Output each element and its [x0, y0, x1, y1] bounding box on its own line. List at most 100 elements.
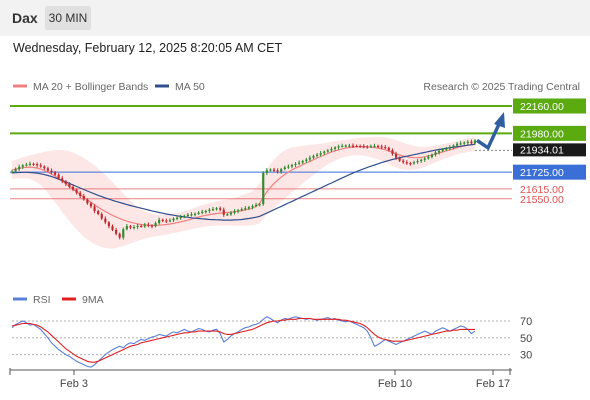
- candle-body: [398, 157, 401, 161]
- candle-body: [186, 214, 189, 216]
- candle-body: [445, 148, 448, 150]
- level-label-box: [513, 164, 586, 180]
- candle-body: [265, 170, 268, 173]
- candle-body: [104, 218, 107, 223]
- legend-rsi-ma-label: 9MA: [82, 294, 104, 306]
- candle-body: [316, 154, 319, 156]
- candle-body: [455, 143, 459, 146]
- candle-body: [183, 215, 186, 218]
- candle-body: [125, 226, 128, 230]
- candle-body: [473, 140, 477, 144]
- candle-body: [161, 219, 164, 221]
- level-label: 21725.00: [520, 167, 564, 179]
- candle-body: [46, 168, 49, 171]
- candle-body: [86, 199, 89, 204]
- candle-body: [258, 204, 261, 206]
- candle-body: [201, 211, 204, 214]
- candle-body: [272, 169, 276, 171]
- candle-body: [402, 160, 405, 163]
- forecast-arrow-line: [476, 121, 502, 151]
- candle-body: [394, 153, 398, 158]
- candle-body: [330, 148, 333, 151]
- candle-body: [32, 163, 35, 165]
- main-legend: MA 20 + Bollinger Bands MA 50 Research ©…: [13, 81, 580, 93]
- price-levels: [10, 105, 512, 200]
- candle-body: [21, 165, 24, 167]
- candle-body: [219, 208, 222, 210]
- interval-selector-button[interactable]: 30 MIN: [45, 6, 91, 30]
- candle-body: [384, 147, 387, 149]
- candle-body: [107, 222, 110, 227]
- candle-body: [64, 181, 67, 184]
- candle-body: [10, 171, 14, 173]
- rsi-tick-label: 70: [520, 316, 532, 328]
- candle-body: [348, 145, 351, 147]
- level-label: 21615.00: [520, 184, 564, 196]
- x-tick-label: Feb 3: [60, 378, 88, 390]
- candle-body: [441, 149, 444, 151]
- candle-body: [294, 163, 297, 166]
- candle-body: [369, 146, 372, 148]
- candle-body: [57, 174, 60, 179]
- rsi-panel: 70 50 30: [11, 316, 532, 368]
- candle-body: [463, 142, 466, 144]
- level-label-box: [513, 98, 586, 114]
- candle-body: [337, 146, 340, 148]
- candle-body: [323, 151, 326, 154]
- candle-body: [312, 155, 315, 158]
- bollinger-band-area: [12, 136, 475, 249]
- candle-body: [229, 212, 233, 215]
- candle-body: [333, 147, 337, 149]
- candle-body: [136, 225, 139, 228]
- candle-body: [100, 213, 103, 219]
- x-tick-label: Feb 17: [476, 378, 510, 390]
- symbol-title: Dax: [12, 10, 38, 26]
- x-axis: Feb 3 Feb 10 Feb 17: [9, 368, 512, 390]
- candle-body: [25, 164, 28, 166]
- rsi-line: [11, 316, 476, 368]
- candle-body: [118, 233, 121, 238]
- candle-body: [298, 162, 301, 164]
- candle-body: [158, 219, 161, 224]
- candle-body: [283, 167, 286, 170]
- candle-body: [409, 163, 412, 165]
- level-label: 21980.00: [520, 128, 564, 140]
- candle-body: [344, 145, 347, 147]
- candle-body: [61, 178, 64, 182]
- candle-body: [351, 145, 355, 147]
- candle-body: [434, 152, 437, 155]
- datetime-label: Wednesday, February 12, 2025 8:20:05 AM …: [13, 41, 283, 55]
- rsi-legend: RSI 9MA: [13, 294, 104, 306]
- candle-body: [50, 170, 53, 173]
- candle-body: [168, 220, 171, 222]
- candle-body: [240, 209, 243, 211]
- candle-body: [254, 204, 258, 207]
- candle-body: [452, 145, 455, 148]
- candle-body: [14, 169, 17, 172]
- candle-body: [179, 217, 182, 219]
- level-labels: 22160.00 21980.00 21725.00 21615.0021550.00…: [513, 98, 586, 206]
- legend-ma20-label: MA 20 + Bollinger Bands: [33, 81, 148, 93]
- candle-body: [237, 210, 240, 212]
- candle-body: [247, 207, 250, 209]
- candle-body: [448, 147, 451, 149]
- candle-body: [111, 226, 114, 230]
- candle-body: [359, 146, 362, 148]
- candle-body: [470, 141, 473, 144]
- candle-body: [204, 210, 207, 213]
- current-price-box: [513, 143, 586, 157]
- candle-body: [68, 183, 71, 187]
- legend-rsi-label: RSI: [33, 294, 51, 306]
- candle-body: [154, 223, 157, 227]
- rsi-ma-line: [11, 317, 475, 363]
- candle-body: [150, 225, 154, 227]
- candle-body: [319, 153, 322, 155]
- candle-body: [172, 218, 175, 221]
- candle-body: [412, 162, 416, 164]
- candle-body: [341, 145, 344, 148]
- rsi-tick-label: 50: [520, 333, 532, 345]
- forecast-arrow: [476, 112, 505, 151]
- candles: [10, 139, 477, 240]
- candle-body: [280, 169, 283, 172]
- forecast-arrow-head: [494, 112, 505, 128]
